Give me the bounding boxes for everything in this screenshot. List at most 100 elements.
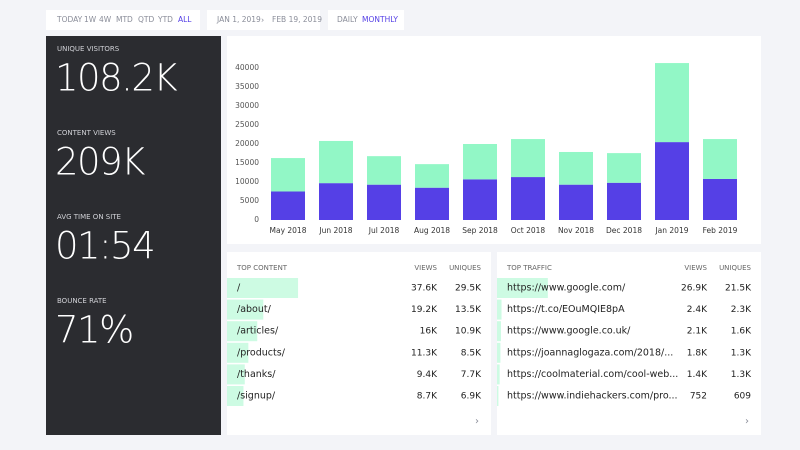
metric-label: BOUNCE RATE [57, 297, 107, 305]
y-tick-label: 15000 [235, 158, 259, 167]
row-bar [227, 342, 249, 363]
bar-segment [655, 142, 689, 220]
bar-segment [319, 183, 353, 220]
bar-segment [415, 164, 449, 188]
range-option[interactable]: 4W [99, 15, 112, 24]
row-bar [227, 278, 299, 298]
row-uniques: 21.5K [725, 284, 752, 294]
bar-segment [511, 139, 545, 178]
row-path[interactable]: https://www.google.com/ [507, 283, 626, 294]
bar-segment [559, 184, 593, 220]
table-title: TOP CONTENT [236, 264, 288, 272]
x-tick-label: Aug 2018 [414, 226, 450, 235]
more-link[interactable]: › [475, 416, 479, 427]
metric-label: AVG TIME ON SITE [57, 213, 121, 221]
row-views: 16K [420, 327, 438, 337]
row-uniques: 1.3K [731, 348, 752, 358]
row-views: 11.3K [411, 348, 438, 358]
date-start[interactable]: JAN 1, 2019 [216, 15, 261, 24]
row-path[interactable]: https://www.indiehackers.com/pro... [507, 391, 678, 402]
row-path[interactable]: /articles/ [237, 326, 279, 337]
row-uniques: 609 [734, 392, 751, 402]
date-end[interactable]: FEB 19, 2019 [272, 15, 322, 24]
x-tick-label: May 2018 [270, 226, 307, 235]
range-option[interactable]: TODAY [56, 15, 83, 24]
y-tick-label: 25000 [235, 120, 259, 129]
row-path[interactable]: / [237, 283, 241, 294]
row-uniques: 1.3K [731, 370, 752, 380]
row-bar [497, 364, 500, 385]
row-path[interactable]: https://t.co/EOuMQIE8pA [507, 304, 625, 315]
more-link[interactable]: › [745, 416, 749, 427]
row-uniques: 10.9K [455, 327, 482, 337]
bar-segment [271, 158, 305, 192]
row-bar [227, 321, 258, 342]
row-views: 2.4K [687, 305, 708, 315]
metric-label: UNIQUE VISITORS [57, 45, 120, 53]
metric-label: CONTENT VIEWS [57, 129, 116, 137]
row-uniques: 29.5K [455, 284, 482, 294]
x-tick-label: Nov 2018 [558, 226, 594, 235]
row-uniques: 8.5K [461, 348, 482, 358]
y-tick-label: 30000 [235, 101, 259, 110]
row-bar [227, 299, 264, 320]
bar-segment [511, 177, 545, 220]
y-tick-label: 0 [254, 215, 259, 224]
range-option[interactable]: QTD [138, 15, 154, 24]
row-bar [227, 364, 245, 385]
x-tick-label: Sep 2018 [462, 226, 498, 235]
y-tick-label: 5000 [240, 196, 259, 205]
range-option[interactable]: ALL [178, 15, 192, 24]
range-option[interactable]: MTD [116, 15, 133, 24]
x-tick-label: Jan 2019 [654, 226, 688, 235]
y-tick-label: 40000 [235, 63, 259, 72]
date-separator: › [261, 16, 264, 25]
interval-option[interactable]: DAILY [337, 15, 358, 24]
bar-segment [607, 182, 641, 220]
row-views: 1.8K [687, 348, 708, 358]
interval-option[interactable]: MONTHLY [362, 15, 398, 24]
row-path[interactable]: https://www.google.co.uk/ [507, 326, 631, 337]
row-views: 19.2K [411, 305, 438, 315]
row-views: 37.6K [411, 284, 438, 294]
bar-segment [463, 179, 497, 220]
x-tick-label: Jun 2018 [318, 226, 352, 235]
bar-segment [271, 191, 305, 220]
metrics-panel [46, 36, 221, 435]
bar-segment [367, 156, 401, 185]
row-bar [227, 386, 244, 406]
row-uniques: 6.9K [461, 392, 482, 402]
row-path[interactable]: /products/ [237, 347, 286, 358]
column-header: VIEWS [414, 264, 437, 272]
range-option[interactable]: YTD [157, 15, 173, 24]
row-bar [497, 386, 499, 406]
bar-segment [655, 63, 689, 143]
row-bar [497, 321, 501, 342]
metric-value: 71% [55, 309, 133, 352]
x-tick-label: Dec 2018 [606, 226, 642, 235]
bar-segment [703, 178, 737, 220]
column-header: UNIQUES [719, 264, 751, 272]
row-path[interactable]: /signup/ [237, 391, 276, 402]
bar-segment [367, 184, 401, 220]
row-path[interactable]: /thanks/ [237, 369, 276, 380]
row-views: 26.9K [681, 284, 708, 294]
row-bar [497, 342, 501, 363]
row-views: 1.4K [687, 370, 708, 380]
row-path[interactable]: https://joannaglogaza.com/2018/... [507, 347, 673, 358]
row-uniques: 1.6K [731, 327, 752, 337]
date-box [207, 10, 320, 30]
row-path[interactable]: https://coolmaterial.com/cool-web... [507, 369, 678, 380]
bar-segment [607, 153, 641, 183]
column-header: VIEWS [684, 264, 707, 272]
range-option[interactable]: 1W [84, 15, 97, 24]
y-tick-label: 10000 [235, 177, 259, 186]
x-tick-label: Feb 2019 [703, 226, 738, 235]
row-views: 9.4K [417, 370, 438, 380]
table-title: TOP TRAFFIC [506, 264, 552, 272]
bar-segment [463, 144, 497, 180]
interval-box [328, 10, 404, 30]
row-path[interactable]: /about/ [237, 304, 272, 315]
